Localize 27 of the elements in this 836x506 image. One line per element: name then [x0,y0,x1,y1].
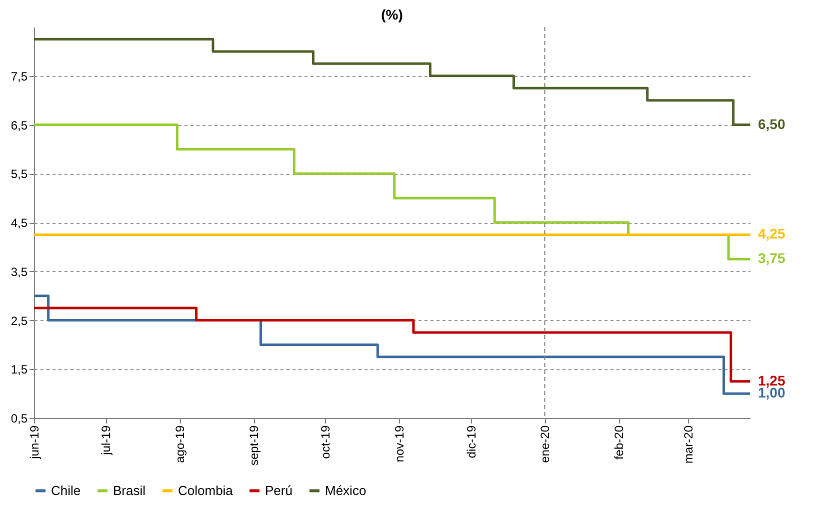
y-tick-label: 5,5 [10,167,28,182]
x-tick-label: mar-20 [681,425,696,464]
x-tick-label: feb-20 [612,425,626,460]
legend-label: Perú [265,482,292,498]
x-tick-label: jul-19 [99,425,114,456]
legend-label: México [325,482,366,498]
chart-title: (%) [381,6,403,22]
data-label: 6,50 [758,116,786,132]
y-tick-label: 0,5 [10,412,28,426]
legend-label: Chile [51,482,81,498]
x-tick-label: jun-19 [28,425,42,460]
x-tick-label: ago-19 [173,425,188,463]
x-tick-label: dic-19 [464,425,478,458]
legend-label: Brasil [113,482,146,498]
x-tick-label: nov-19 [392,425,407,462]
legend-label: Colombia [178,482,234,498]
y-tick-label: 4,5 [10,216,28,230]
y-tick-label: 1,5 [10,362,28,377]
y-tick-label: 6,5 [10,118,28,132]
y-tick-label: 3,5 [10,264,28,279]
y-tick-label: 2,5 [10,314,28,328]
data-label: 4,25 [758,226,786,242]
x-tick-label: ene-20 [538,425,552,463]
data-label: 3,75 [758,250,786,266]
x-tick-label: sept-19 [247,425,262,466]
x-tick-label: oct-19 [318,425,333,459]
y-tick-label: 7,5 [10,69,28,84]
